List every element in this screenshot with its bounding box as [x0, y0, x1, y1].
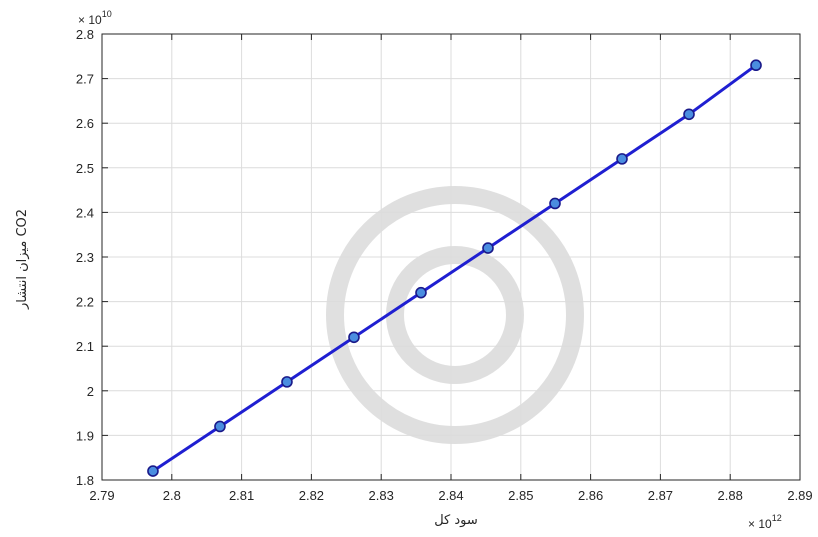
y-tick-label: 2.8: [76, 27, 94, 42]
x-tick-label: 2.83: [369, 488, 394, 503]
x-tick-label: 2.85: [508, 488, 533, 503]
data-point: [147, 465, 159, 477]
x-tick-label: 2.88: [718, 488, 743, 503]
data-point: [482, 242, 494, 254]
plot-frame: [101, 33, 801, 481]
y-tick-label: 2.6: [76, 116, 94, 131]
y-tick-label: 2.4: [76, 205, 94, 220]
x-exponent-label: × 1012: [748, 513, 782, 531]
series-group: [147, 59, 762, 477]
data-point: [549, 197, 561, 210]
x-tick-label: 2.8: [163, 488, 181, 503]
watermark-emblem: [326, 186, 584, 444]
data-point: [281, 376, 293, 388]
data-point: [214, 420, 226, 433]
data-point: [415, 286, 427, 299]
y-exponent-label: × 1010: [78, 9, 112, 27]
series-line: [152, 64, 757, 473]
x-tick-label: 2.82: [299, 488, 324, 503]
data-point: [683, 108, 695, 121]
y-tick-label: 1.9: [76, 428, 94, 443]
y-tick-label: 2.5: [76, 161, 94, 176]
x-tick-label: 2.84: [438, 488, 463, 503]
y-axis-label: میزان انتشار CO2: [15, 209, 30, 310]
x-tick-label: 2.87: [648, 488, 673, 503]
x-tick-label: 2.86: [578, 488, 603, 503]
y-tick-label: 2.2: [76, 295, 94, 310]
y-tick-label: 2.1: [76, 339, 94, 354]
x-tick-label: 2.81: [229, 488, 254, 503]
grid-lines: [101, 33, 801, 481]
x-tick-label: 2.79: [89, 488, 114, 503]
x-tick-label: 2.89: [787, 488, 812, 503]
y-axis-ticks: 1.8 1.9 2 2.1 2.2 2.3 2.4 2.5 2.6 2.7 2.8: [76, 27, 800, 488]
y-tick-label: 2.3: [76, 250, 94, 265]
y-tick-label: 1.8: [76, 473, 94, 488]
data-point: [750, 59, 762, 72]
data-point: [616, 153, 628, 165]
y-tick-label: 2.7: [76, 72, 94, 87]
x-axis-label: سود کل: [434, 513, 478, 528]
y-tick-label: 2: [87, 384, 94, 399]
data-point: [348, 331, 360, 344]
